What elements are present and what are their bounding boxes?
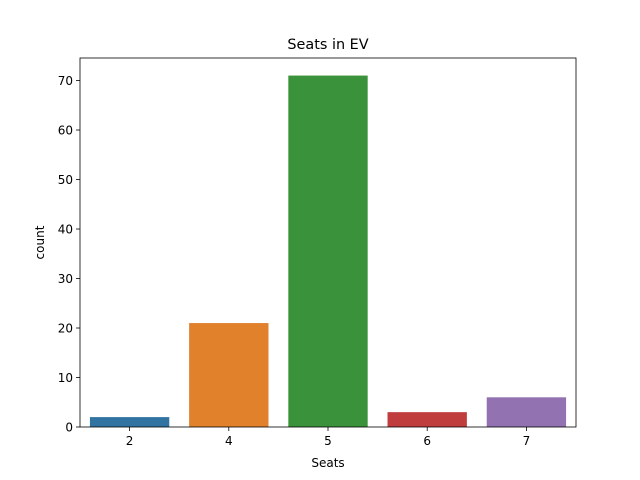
x-tick-label: 5 [324, 434, 332, 448]
bars-group [89, 75, 567, 428]
y-tick-label: 10 [58, 371, 73, 385]
bar-6 [387, 412, 467, 427]
bar-2 [89, 417, 170, 427]
y-tick-label: 30 [58, 272, 73, 286]
x-axis-label: Seats [311, 456, 344, 470]
bar-5 [288, 75, 368, 428]
y-tick-label: 20 [58, 322, 73, 336]
x-tick-label: 7 [523, 434, 531, 448]
x-tick-label: 2 [126, 434, 134, 448]
y-tick-label: 40 [58, 223, 73, 237]
bar-4 [189, 323, 269, 427]
x-tick-label: 4 [225, 434, 233, 448]
y-tick-label: 70 [58, 74, 73, 88]
y-tick-label: 0 [65, 421, 73, 435]
chart-title: Seats in EV [287, 37, 368, 53]
x-tick-label: 6 [423, 434, 431, 448]
y-tick-label: 60 [58, 124, 73, 138]
y-axis-ticks: 0 10 20 30 40 50 60 70 [58, 74, 80, 435]
plot-frame [79, 57, 577, 428]
bar-7 [486, 397, 567, 427]
y-axis-label: count [33, 225, 47, 259]
x-axis-ticks: 2 4 5 6 7 [126, 427, 530, 448]
y-tick-label: 50 [58, 173, 73, 187]
